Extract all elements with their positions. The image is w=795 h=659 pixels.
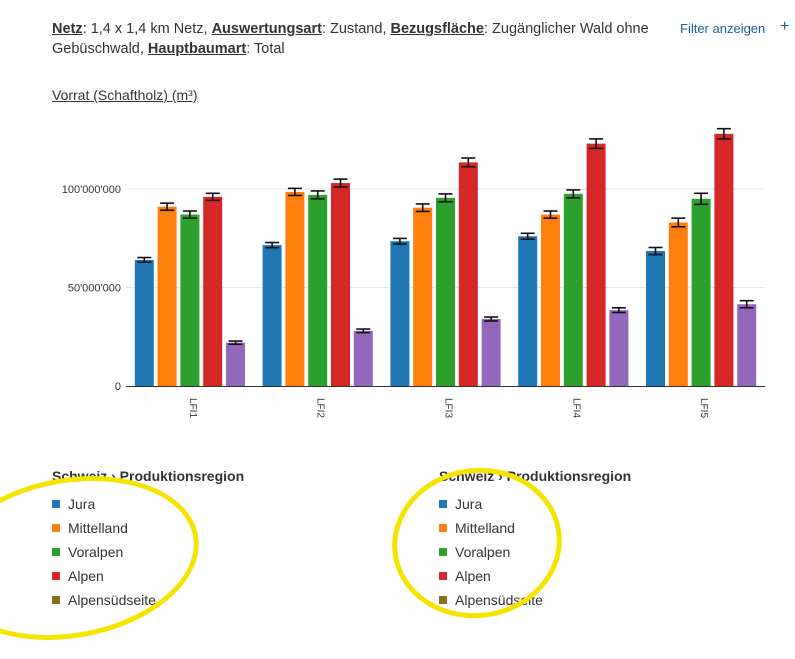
legend-item-jura[interactable]: Jura	[52, 492, 244, 516]
plus-icon[interactable]: +	[780, 18, 790, 35]
legend-title: Schweiz › Produktionsregion	[439, 468, 632, 484]
legend-swatch	[52, 596, 60, 604]
bar	[563, 193, 583, 386]
legend-label: Mittelland	[68, 520, 128, 536]
bar	[691, 198, 711, 386]
legend-label: Alpensüdseite	[455, 592, 543, 608]
legend-swatch	[439, 596, 447, 604]
legend-swatch	[52, 500, 60, 508]
bar-chart: 0 50'000'000 100'000'000 LFI1 LFI2 LFI3 LFI4 LF…	[62, 127, 765, 418]
filter-bezug-label[interactable]: Bezugsfläche	[390, 21, 484, 37]
legend-left: Schweiz › Produktionsregion Jura Mittell…	[52, 467, 244, 612]
legend-item-jura[interactable]: Jura	[439, 492, 631, 516]
bar	[436, 197, 455, 386]
legend-title: Schweiz › Produktionsregion	[52, 468, 245, 484]
bar	[180, 214, 200, 386]
y-tick-label: 50'000'000	[68, 282, 121, 294]
bar	[308, 194, 328, 386]
bar	[518, 236, 538, 386]
filter-hauptbaum-label[interactable]: Hauptbaumart	[147, 41, 247, 57]
x-tick-label: LFI1	[187, 398, 198, 418]
legend-item-mittelland[interactable]: Mittelland	[439, 516, 631, 540]
bar	[481, 319, 501, 386]
bar	[331, 183, 350, 386]
x-tick-label: LFI3	[443, 398, 454, 418]
legend-label: Alpen	[68, 568, 104, 584]
show-filter-link[interactable]: Filter anzeigen	[680, 21, 766, 36]
legend-right: Schweiz › Produktionsregion Jura Mittell…	[439, 467, 631, 612]
filter-summary: Netz: 1,4 x 1,4 km Netz, Auswertungsart:…	[52, 21, 649, 57]
legend-label: Mittelland	[455, 520, 515, 536]
bar	[668, 222, 688, 386]
legend-label: Alpensüdseite	[68, 592, 156, 608]
legend-swatch	[52, 548, 60, 556]
bar	[134, 259, 154, 386]
legend-label: Jura	[68, 496, 96, 512]
y-tick-label: 100'000'000	[62, 184, 121, 196]
legend-swatch	[52, 572, 60, 580]
bar	[413, 207, 433, 386]
bar	[203, 196, 223, 386]
bar	[285, 191, 305, 386]
legend-label: Jura	[455, 496, 483, 512]
legend-swatch	[439, 500, 447, 508]
filter-netz-label[interactable]: Netz	[52, 21, 83, 37]
filter-auswertung-label[interactable]: Auswertungsart	[211, 21, 322, 37]
legend-swatch	[439, 572, 447, 580]
x-tick-label: LFI4	[570, 398, 581, 418]
chart-title[interactable]: Vorrat (Schaftholz) (m³)	[52, 87, 198, 103]
filter-hauptbaum-value: Total	[254, 41, 285, 57]
legend-item-voralpen[interactable]: Voralpen	[439, 540, 631, 564]
filter-auswertung-value: Zustand	[330, 21, 383, 37]
bar	[586, 143, 606, 386]
x-tick-label: LFI5	[698, 398, 709, 418]
x-tick-label: LFI2	[315, 398, 326, 418]
legend-swatch	[439, 524, 447, 532]
legend-swatch	[439, 548, 447, 556]
legend-label: Alpen	[455, 568, 491, 584]
bar	[609, 310, 629, 386]
bar	[353, 330, 373, 386]
legend-swatch	[52, 524, 60, 532]
bar	[390, 241, 410, 386]
filter-netz-value: 1,4 x 1,4 km Netz	[90, 21, 204, 37]
legend-item-alpen[interactable]: Alpen	[52, 564, 244, 588]
legend-item-alpen[interactable]: Alpen	[439, 564, 631, 588]
legend-item-alpensuedseite[interactable]: Alpensüdseite	[52, 588, 244, 612]
bar	[458, 162, 478, 386]
bar	[737, 304, 757, 386]
legend-label: Voralpen	[68, 544, 124, 560]
filter-bezug-value: Zugänglicher Wald ohne Gebüschwald	[52, 21, 649, 57]
bar	[226, 342, 245, 386]
bar	[157, 206, 177, 386]
legend-item-voralpen[interactable]: Voralpen	[52, 540, 244, 564]
bar	[714, 133, 734, 386]
legend-item-mittelland[interactable]: Mittelland	[52, 516, 244, 540]
bar	[646, 251, 665, 386]
y-tick-label: 0	[115, 381, 121, 393]
legend-label: Voralpen	[455, 544, 511, 560]
bar	[262, 245, 282, 386]
legend-item-alpensuedseite[interactable]: Alpensüdseite	[439, 588, 631, 612]
bar	[541, 214, 560, 386]
